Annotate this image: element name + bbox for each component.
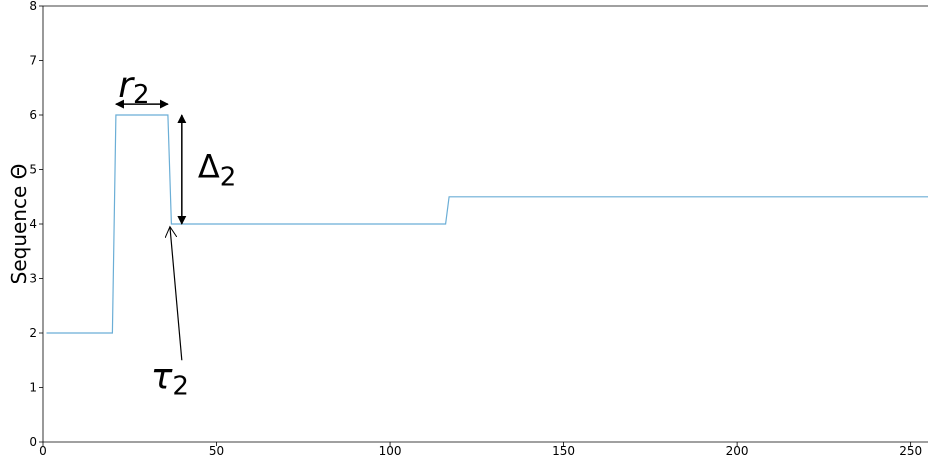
x-tick-label: 50 bbox=[209, 444, 224, 458]
tau-symbol: τ bbox=[151, 356, 173, 397]
x-tick-label: 0 bbox=[39, 444, 47, 458]
x-tick-label: 100 bbox=[379, 444, 402, 458]
y-ticks: 0 1 2 3 4 5 6 7 8 bbox=[29, 0, 43, 449]
tau-label: τ2 bbox=[151, 356, 189, 401]
axes: 0 50 100 150 200 250 0 1 2 3 4 5 6 7 8 bbox=[29, 0, 928, 458]
y-tick-label: 8 bbox=[29, 0, 37, 13]
tau-arrow bbox=[170, 227, 183, 361]
delta-subscript: 2 bbox=[220, 163, 237, 193]
r-label: r2 bbox=[118, 65, 149, 110]
x-tick-label: 200 bbox=[726, 444, 749, 458]
x-tick-label: 250 bbox=[899, 444, 922, 458]
y-tick-label: 3 bbox=[29, 272, 37, 286]
r-symbol: r bbox=[118, 65, 135, 106]
y-tick-label: 0 bbox=[29, 435, 37, 449]
series-layer bbox=[46, 114, 928, 334]
y-tick-label: 7 bbox=[29, 54, 37, 68]
y-tick-label: 1 bbox=[29, 381, 37, 395]
y-tick-label: 2 bbox=[29, 326, 37, 340]
delta-symbol: Δ bbox=[198, 148, 220, 186]
x-tick-label: 150 bbox=[552, 444, 575, 458]
y-axis-label: Sequence Θ bbox=[7, 164, 31, 285]
delta-label: Δ2 bbox=[198, 148, 236, 193]
tau-subscript: 2 bbox=[172, 371, 189, 401]
x-ticks: 0 50 100 150 200 250 bbox=[39, 442, 922, 458]
r-subscript: 2 bbox=[133, 80, 150, 110]
y-tick-label: 4 bbox=[29, 217, 37, 231]
y-tick-label: 5 bbox=[29, 163, 37, 177]
y-tick-label: 6 bbox=[29, 108, 37, 122]
series-line bbox=[46, 114, 928, 334]
